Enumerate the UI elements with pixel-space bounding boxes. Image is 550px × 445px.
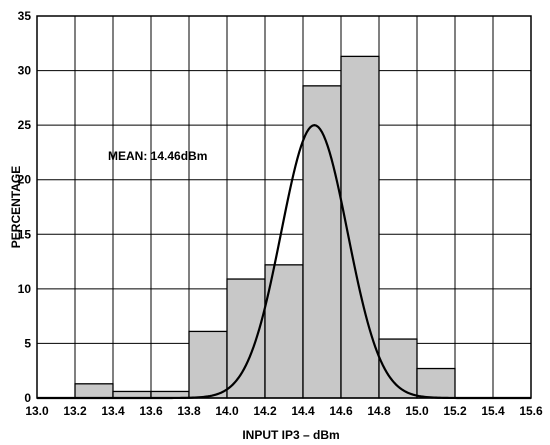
x-tick-label: 13.6 (139, 404, 163, 418)
histogram-bar (417, 369, 455, 398)
y-tick-label: 25 (18, 118, 32, 132)
x-tick-label: 15.0 (405, 404, 429, 418)
x-axis-label: INPUT IP3 – dBm (242, 428, 339, 442)
y-tick-label: 0 (24, 391, 31, 405)
y-tick-label: 5 (24, 336, 31, 350)
x-tick-label: 14.6 (329, 404, 353, 418)
x-tick-label: 15.2 (443, 404, 467, 418)
y-tick-label: 30 (18, 64, 32, 78)
x-tick-label: 13.8 (177, 404, 201, 418)
mean-annotation: MEAN: 14.46dBm (108, 149, 207, 163)
y-tick-label: 10 (18, 282, 32, 296)
x-tick-label: 14.4 (291, 404, 315, 418)
x-tick-label: 13.0 (25, 404, 49, 418)
histogram-bar (189, 331, 227, 398)
x-tick-label: 15.6 (519, 404, 543, 418)
y-axis-label: PERCENTAGE (9, 166, 23, 248)
x-tick-label: 15.4 (481, 404, 505, 418)
histogram-bar (227, 279, 265, 398)
x-tick-label: 14.0 (215, 404, 239, 418)
x-tick-label: 13.2 (63, 404, 87, 418)
y-tick-label: 35 (18, 9, 32, 23)
x-tick-label: 14.2 (253, 404, 277, 418)
histogram-bar (75, 384, 113, 398)
x-tick-labels: 13.0 13.2 13.4 13.6 13.8 14.0 14.2 14.4 14.6 14.8… (25, 404, 543, 418)
x-tick-label: 14.8 (367, 404, 391, 418)
x-tick-label: 13.4 (101, 404, 125, 418)
